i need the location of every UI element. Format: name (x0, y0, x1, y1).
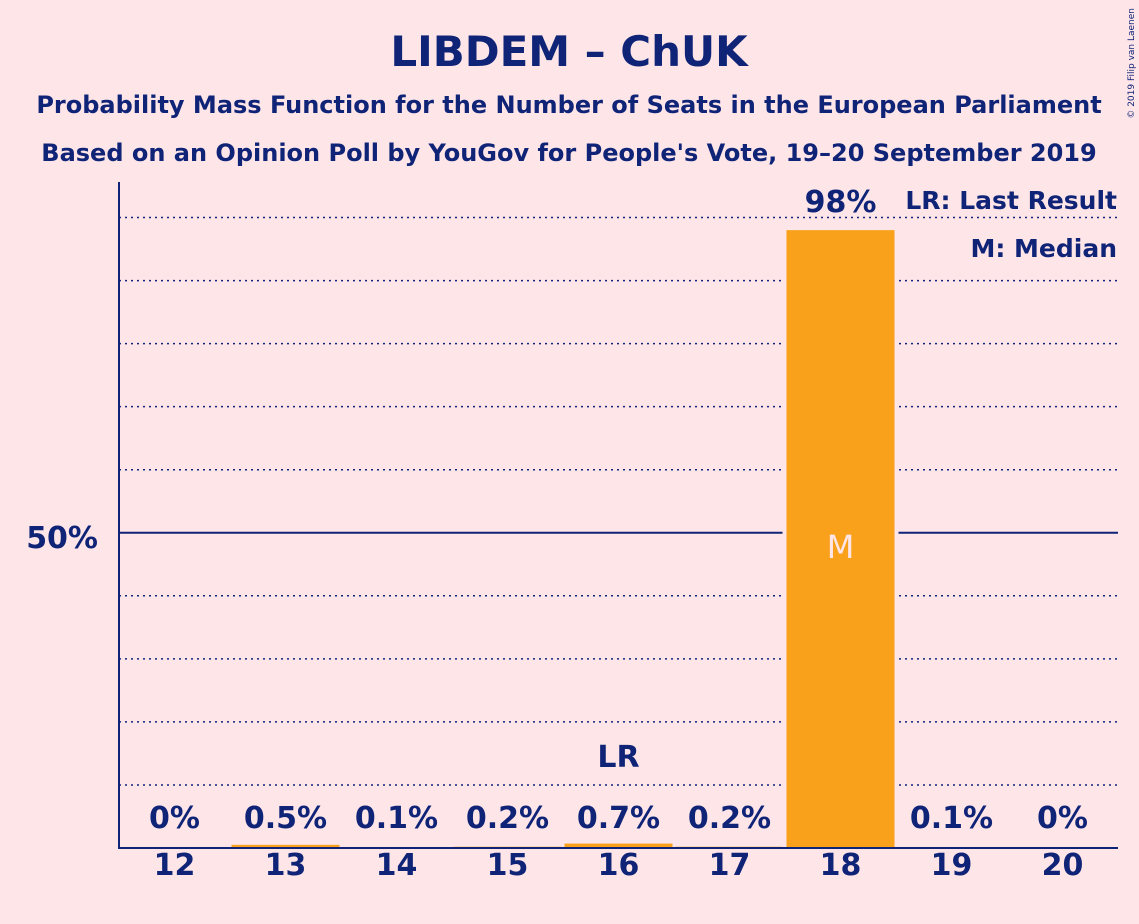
value-label-19: 0.1% (910, 801, 993, 836)
value-label-12: 0% (149, 801, 200, 836)
legend-median: M: Median (970, 234, 1117, 263)
x-tick-label-16: 16 (598, 848, 640, 883)
median-marker: M (827, 528, 855, 566)
gridlines (119, 216, 1118, 786)
value-label-18: 98% (805, 185, 877, 220)
value-label-15: 0.2% (466, 801, 549, 836)
bar-labels: 12 0% 13 0.5% 14 0.1% 15 0.2% 16 0.7% LR 17 0.2% 18 98… (149, 185, 1088, 883)
chart-subtitle-line1: Probability Mass Function for the Number… (36, 91, 1101, 119)
y-tick-label-50: 50% (26, 521, 98, 556)
bar-16 (564, 843, 673, 848)
last-result-marker: LR (597, 740, 639, 775)
x-tick-label-20: 20 (1042, 848, 1084, 883)
bar-18 (786, 230, 895, 849)
value-label-20: 0% (1037, 801, 1088, 836)
copyright-text: © 2019 Filip van Laenen (1127, 8, 1137, 119)
x-tick-label-19: 19 (931, 848, 973, 883)
value-label-16: 0.7% (577, 801, 660, 836)
chart-title: LIBDEM – ChUK (390, 27, 749, 76)
chart-subtitle-line2: Based on an Opinion Poll by YouGov for P… (41, 139, 1096, 167)
x-tick-label-12: 12 (154, 848, 196, 883)
x-tick-label-15: 15 (487, 848, 529, 883)
bar-13 (231, 844, 340, 848)
bars (231, 226, 1006, 849)
x-tick-label-14: 14 (376, 848, 418, 883)
legend-last-result: LR: Last Result (905, 186, 1117, 215)
value-label-17: 0.2% (688, 801, 771, 836)
x-tick-label-18: 18 (820, 848, 862, 883)
x-tick-label-17: 17 (709, 848, 751, 883)
x-tick-label-13: 13 (265, 848, 307, 883)
value-label-14: 0.1% (355, 801, 438, 836)
value-label-13: 0.5% (244, 801, 327, 836)
